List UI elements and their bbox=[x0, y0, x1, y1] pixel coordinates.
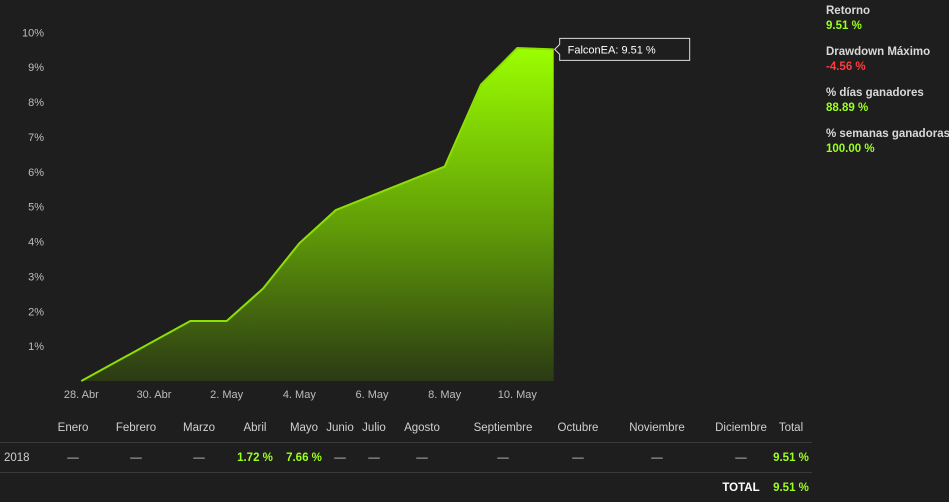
header-cell: Abril bbox=[226, 413, 284, 443]
month-cell: — bbox=[392, 443, 452, 473]
x-tick-label: 8. May bbox=[428, 389, 462, 401]
stat-winning-days: % días ganadores 88.89 % bbox=[826, 86, 949, 116]
header-cell: Septiembre bbox=[452, 413, 554, 443]
y-tick-label: 6% bbox=[28, 167, 44, 179]
month-cell: — bbox=[602, 443, 712, 473]
stat-winning-weeks: % semanas ganadoras 100.00 % bbox=[826, 127, 949, 157]
y-tick-label: 2% bbox=[28, 306, 44, 318]
stat-value: -4.56 % bbox=[826, 60, 949, 75]
tooltip-text: FalconEA: 9.51 % bbox=[568, 44, 656, 56]
y-tick-label: 9% bbox=[28, 62, 44, 74]
y-tick-label: 1% bbox=[28, 341, 44, 353]
y-tick-label: 4% bbox=[28, 237, 44, 249]
header-cell: Agosto bbox=[392, 413, 452, 443]
month-cell: 7.66 % bbox=[284, 443, 324, 473]
stat-label: Drawdown Máximo bbox=[826, 45, 949, 60]
stat-value: 88.89 % bbox=[826, 101, 949, 116]
month-cell: 1.72 % bbox=[226, 443, 284, 473]
stat-drawdown: Drawdown Máximo -4.56 % bbox=[826, 45, 949, 75]
year-cell: 2018 bbox=[0, 443, 46, 473]
y-tick-label: 7% bbox=[28, 132, 44, 144]
stat-value: 9.51 % bbox=[826, 19, 949, 34]
month-cell: — bbox=[324, 443, 356, 473]
month-cell: — bbox=[712, 443, 770, 473]
equity-chart: 1% 2% 3% 4% 5% 6% 7% 8% 9% 10% 28. Abr 30. Abr 2. M… bbox=[0, 0, 820, 410]
y-tick-label: 10% bbox=[22, 27, 44, 39]
year-total-cell: 9.51 % bbox=[770, 443, 812, 473]
header-cell: Julio bbox=[356, 413, 392, 443]
x-tick-label: 2. May bbox=[210, 389, 244, 401]
header-cell bbox=[0, 413, 46, 443]
monthly-returns-table: Enero Febrero Marzo Abril Mayo Junio Jul… bbox=[0, 413, 812, 502]
total-label: TOTAL bbox=[712, 473, 770, 502]
stat-label: % días ganadores bbox=[826, 86, 949, 101]
stat-retorno: Retorno 9.51 % bbox=[826, 4, 949, 34]
header-cell: Junio bbox=[324, 413, 356, 443]
total-value: 9.51 % bbox=[770, 473, 812, 502]
header-cell: Mayo bbox=[284, 413, 324, 443]
header-cell: Octubre bbox=[554, 413, 602, 443]
month-cell: — bbox=[554, 443, 602, 473]
table-header-row: Enero Febrero Marzo Abril Mayo Junio Jul… bbox=[0, 413, 812, 443]
month-cell: — bbox=[46, 443, 100, 473]
stat-value: 100.00 % bbox=[826, 142, 949, 157]
total-row: TOTAL 9.51 % bbox=[0, 473, 812, 502]
stat-label: % semanas ganadoras bbox=[826, 127, 949, 142]
y-tick-label: 8% bbox=[28, 97, 44, 109]
area-series-falconea bbox=[81, 48, 553, 381]
header-cell: Febrero bbox=[100, 413, 172, 443]
table-row: 2018 — — — 1.72 % 7.66 % — — — — — — — 9… bbox=[0, 443, 812, 473]
stat-label: Retorno bbox=[826, 4, 949, 19]
y-tick-label: 5% bbox=[28, 202, 44, 214]
y-tick-label: 3% bbox=[28, 271, 44, 283]
header-cell: Enero bbox=[46, 413, 100, 443]
header-cell: Total bbox=[770, 413, 812, 443]
x-tick-label: 4. May bbox=[283, 389, 317, 401]
month-cell: — bbox=[452, 443, 554, 473]
tooltip: FalconEA: 9.51 % bbox=[555, 38, 690, 60]
header-cell: Diciembre bbox=[712, 413, 770, 443]
x-tick-label: 10. May bbox=[498, 389, 538, 401]
header-cell: Marzo bbox=[172, 413, 226, 443]
month-cell: — bbox=[172, 443, 226, 473]
header-cell: Noviembre bbox=[602, 413, 712, 443]
stats-panel: Retorno 9.51 % Drawdown Máximo -4.56 % %… bbox=[826, 4, 949, 168]
x-tick-label: 30. Abr bbox=[137, 389, 172, 401]
x-tick-label: 28. Abr bbox=[64, 389, 99, 401]
x-tick-label: 6. May bbox=[355, 389, 389, 401]
month-cell: — bbox=[356, 443, 392, 473]
month-cell: — bbox=[100, 443, 172, 473]
